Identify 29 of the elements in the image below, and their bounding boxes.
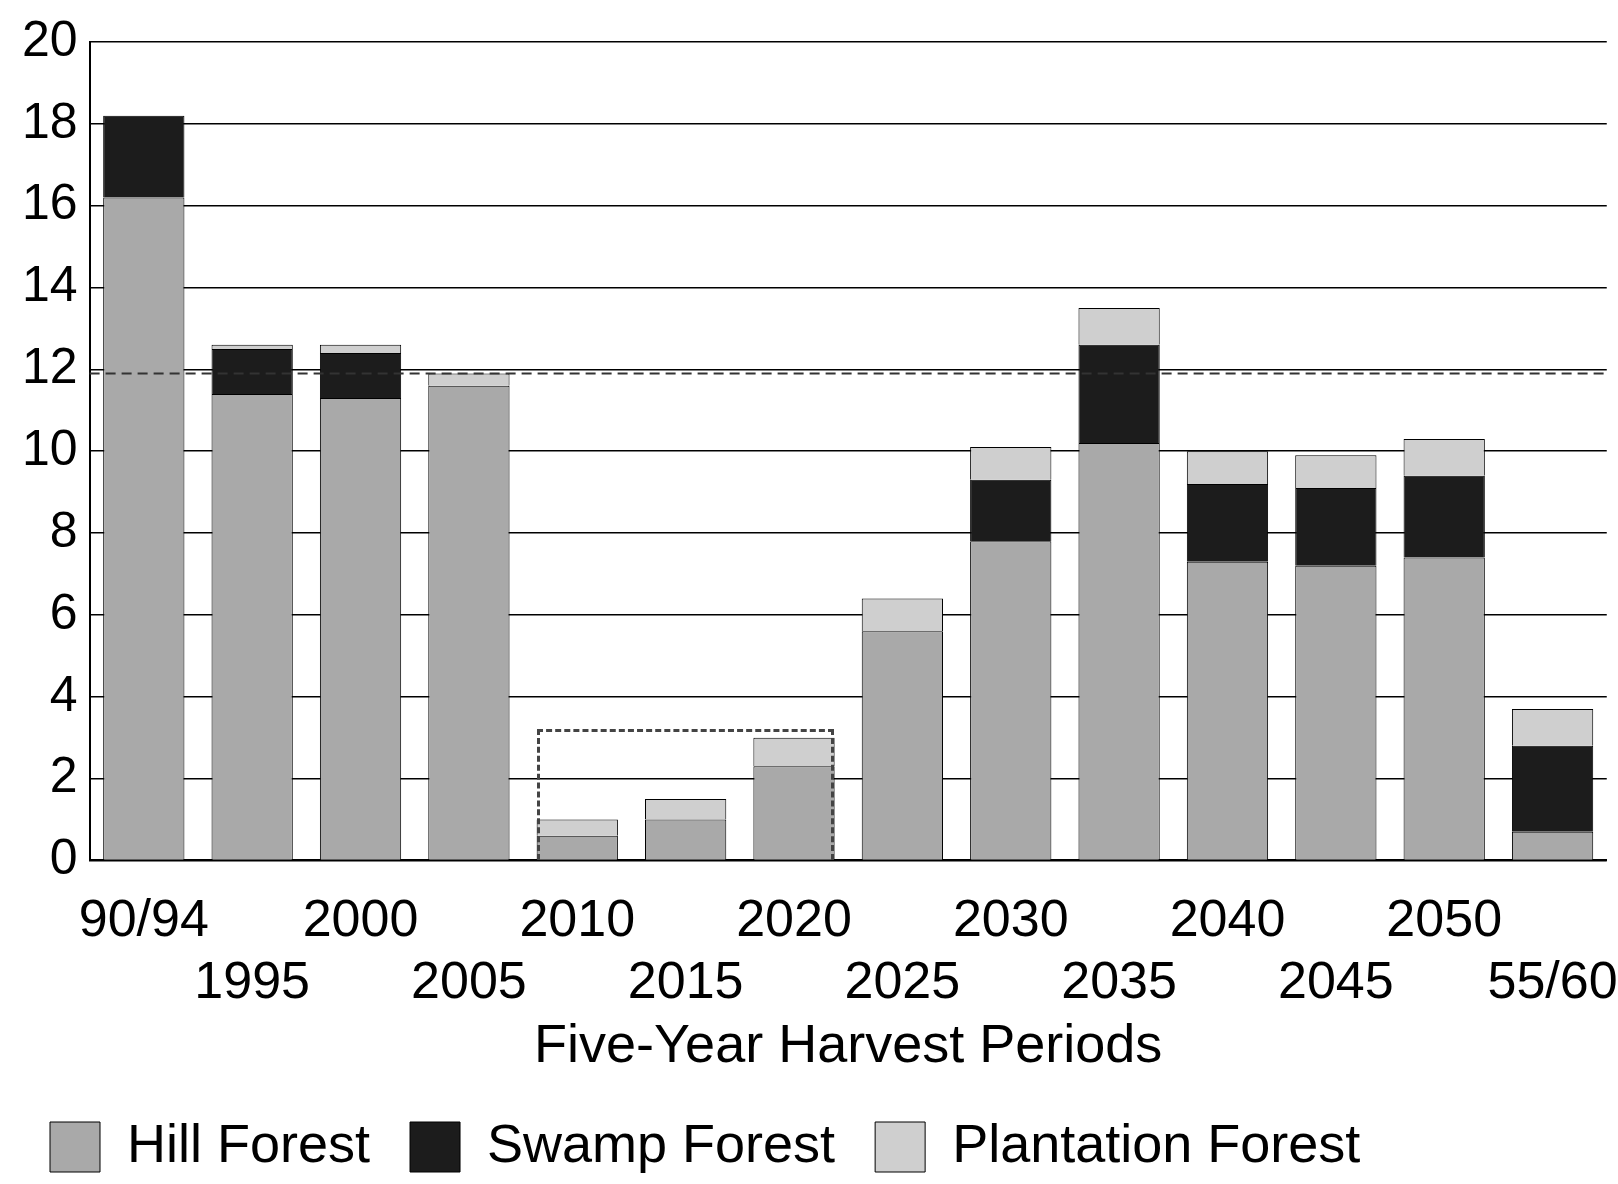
y-tick-label: 6 (49, 583, 78, 640)
y-tick-label: 12 (21, 338, 78, 395)
y-tick-label: 10 (21, 419, 78, 476)
y-tick-label: 14 (21, 256, 78, 313)
x-tick-label: 2040 (1169, 888, 1286, 947)
x-tick-label: 2045 (1278, 951, 1394, 1010)
x-tick-label: 2030 (952, 888, 1069, 947)
legend-label: Plantation Forest (952, 1112, 1361, 1173)
x-tick-label: 55/60 (1487, 951, 1618, 1010)
x-tick-label: 2050 (1386, 888, 1503, 947)
legend-label: Swamp Forest (487, 1112, 836, 1173)
x-tick-label: 2000 (302, 888, 419, 947)
x-tick-label: 2015 (627, 951, 744, 1010)
x-tick-label: 2035 (1061, 951, 1177, 1010)
legend-label: Hill Forest (127, 1112, 371, 1173)
y-tick-label: 8 (49, 501, 78, 558)
y-tick-label: 2 (49, 747, 78, 804)
y-tick-label: 4 (49, 665, 78, 722)
x-axis-title: Five-Year Harvest Periods (534, 1013, 1163, 1074)
x-tick-label: 2020 (736, 888, 852, 947)
y-tick-label: 20 (21, 10, 78, 67)
y-tick-label: 18 (21, 92, 78, 149)
x-tick-label: 90/94 (78, 888, 209, 947)
y-tick-label: 16 (21, 174, 78, 231)
x-tick-label: 1995 (194, 951, 311, 1010)
y-tick-label: 0 (49, 829, 78, 886)
x-tick-label: 2005 (411, 951, 527, 1010)
x-tick-label: 2025 (844, 951, 961, 1010)
x-tick-label: 2010 (519, 888, 636, 947)
